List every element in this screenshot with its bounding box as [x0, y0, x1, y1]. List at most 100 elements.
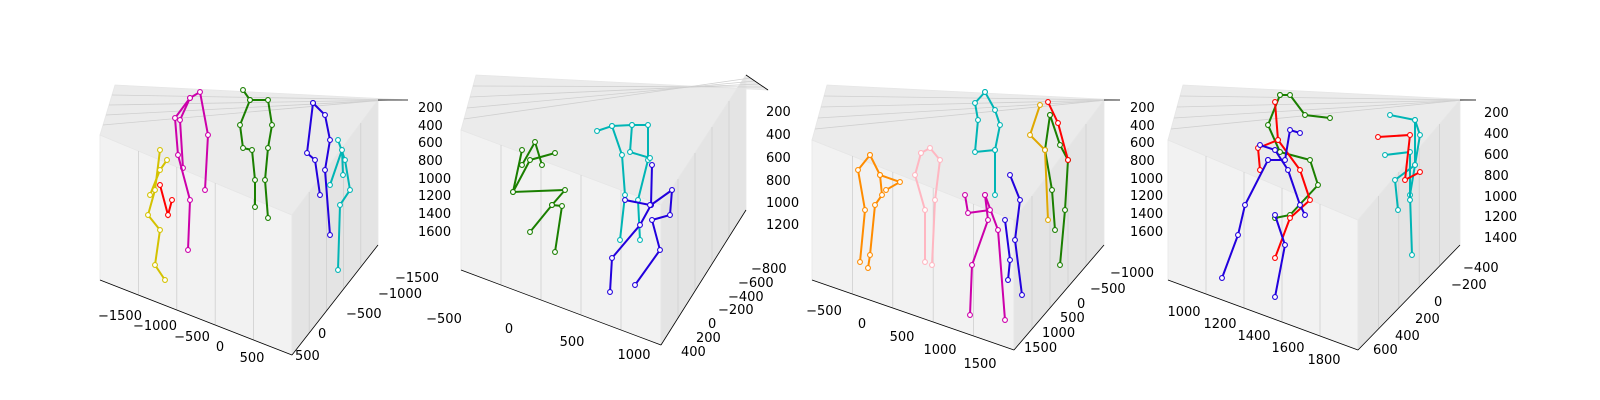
x-tick-label: 1000: [617, 348, 650, 363]
skeleton-joint: [237, 122, 243, 128]
skeleton-joint: [649, 217, 655, 223]
skeleton-joint: [165, 212, 171, 218]
x-tick-label: −1500: [98, 309, 142, 324]
skeleton-joint: [145, 212, 151, 218]
skeleton-joint: [527, 229, 533, 235]
z-tick-label: 1400: [1130, 207, 1163, 222]
skeleton-bone: [1279, 94, 1331, 119]
skeleton-joint: [249, 147, 255, 153]
x-tick-label: 1400: [1237, 329, 1270, 344]
grid-line: [463, 77, 751, 120]
skeleton-joint: [157, 227, 163, 233]
skeleton-joint: [997, 122, 1003, 128]
skeleton-joint: [867, 152, 873, 158]
skeleton-joint: [1282, 157, 1288, 163]
skeleton-joint: [855, 167, 861, 173]
y-axis-line: [660, 209, 747, 346]
z-tick-label: 1200: [1130, 189, 1163, 204]
z-tick-label: 800: [418, 154, 443, 169]
skeleton-joint: [1407, 197, 1413, 203]
skeleton-joint: [879, 192, 885, 198]
z-tick-label: 1200: [766, 218, 799, 233]
x-tick-label: 500: [240, 351, 265, 366]
skeleton-bone: [913, 152, 926, 263]
y-tick-label: −400: [1463, 261, 1499, 276]
skeleton-joint: [185, 247, 191, 253]
grid-line: [1179, 95, 1473, 101]
skeleton-joint: [637, 222, 643, 228]
y-axis-line: [1357, 244, 1461, 351]
skeleton-joint: [152, 262, 158, 268]
skeleton-joint: [657, 247, 663, 253]
skeleton-joint: [962, 192, 968, 198]
skeleton-joint: [1272, 147, 1278, 153]
z-tick-label: 1600: [418, 225, 451, 240]
skeleton-joint: [629, 122, 635, 128]
y-tick-label: −400: [728, 290, 764, 305]
skeleton-joint: [322, 112, 328, 118]
x-tick-label: −500: [806, 304, 842, 319]
skeleton-joint: [1265, 122, 1271, 128]
skeleton-joint: [992, 107, 998, 113]
z-tick-label: 600: [1484, 148, 1509, 163]
skeleton-bone: [146, 149, 166, 281]
skeleton-joint: [647, 155, 653, 161]
skeleton-joint: [1045, 99, 1051, 105]
y-tick-label: −500: [346, 307, 382, 322]
skeleton-joint: [992, 192, 998, 198]
z-tick-label: 1000: [418, 172, 451, 187]
skeleton-joint: [262, 177, 268, 183]
x-axis-line: [99, 279, 293, 356]
skeleton-bone: [984, 91, 1002, 151]
skeleton-joint: [552, 150, 558, 156]
y-tick-label: −800: [751, 262, 787, 277]
skeleton-joint: [619, 152, 625, 158]
x-axis-line: [460, 269, 662, 346]
skeleton-joint: [1395, 207, 1401, 213]
skeleton-joint: [162, 277, 168, 283]
skeleton-joint: [865, 265, 871, 271]
skeleton-joint: [347, 187, 353, 193]
skeleton-joint: [1297, 130, 1303, 136]
skeleton-joint: [510, 189, 516, 195]
skeleton-joint: [622, 197, 628, 203]
skeleton-joint: [877, 172, 883, 178]
z-tick-label: 200: [766, 105, 791, 120]
skeleton-joint: [1287, 92, 1293, 98]
skeleton-joint: [1287, 215, 1293, 221]
skeleton-joint: [1052, 227, 1058, 233]
skeleton-joint: [982, 89, 988, 95]
skeleton-joint: [1275, 137, 1281, 143]
x-tick-label: −1000: [133, 319, 177, 334]
y-tick-label: 1000: [1042, 326, 1075, 341]
skeleton-joint: [205, 132, 211, 138]
z-tick-label: 1400: [418, 207, 451, 222]
skeleton-joint: [1017, 197, 1023, 203]
grid-line: [466, 80, 755, 109]
skeleton-joint: [265, 145, 271, 151]
skeleton-bone: [1043, 114, 1056, 231]
z-tick-label: 200: [418, 101, 443, 116]
y-axis-line: [1013, 244, 1105, 351]
y-tick-label: 0: [1077, 297, 1085, 312]
x-axis-line: [1167, 279, 1359, 351]
skeleton-joint: [607, 289, 613, 295]
skeleton-joint: [1302, 212, 1308, 218]
skeleton-joint: [327, 232, 333, 238]
x-tick-label: 1000: [1167, 305, 1200, 320]
z-tick-label: 600: [1130, 136, 1155, 151]
z-tick-label: 200: [1484, 106, 1509, 121]
z-tick-label: 1000: [1484, 190, 1517, 205]
skeleton-joint: [609, 123, 615, 129]
z-tick-label: 1600: [1130, 225, 1163, 240]
skeleton-joint: [269, 122, 275, 128]
skeleton-joint: [1042, 147, 1048, 153]
skeleton-joint: [157, 147, 163, 153]
skeleton-joint: [632, 282, 638, 288]
skeleton-joint: [265, 97, 271, 103]
axes-panel-4: 10001200140016001800−400−200020040060020…: [1167, 84, 1517, 368]
skeleton-joint: [932, 197, 938, 203]
y-tick-label: 500: [295, 349, 320, 364]
skeleton-joint: [1242, 202, 1248, 208]
z-tick-label: 1200: [418, 189, 451, 204]
